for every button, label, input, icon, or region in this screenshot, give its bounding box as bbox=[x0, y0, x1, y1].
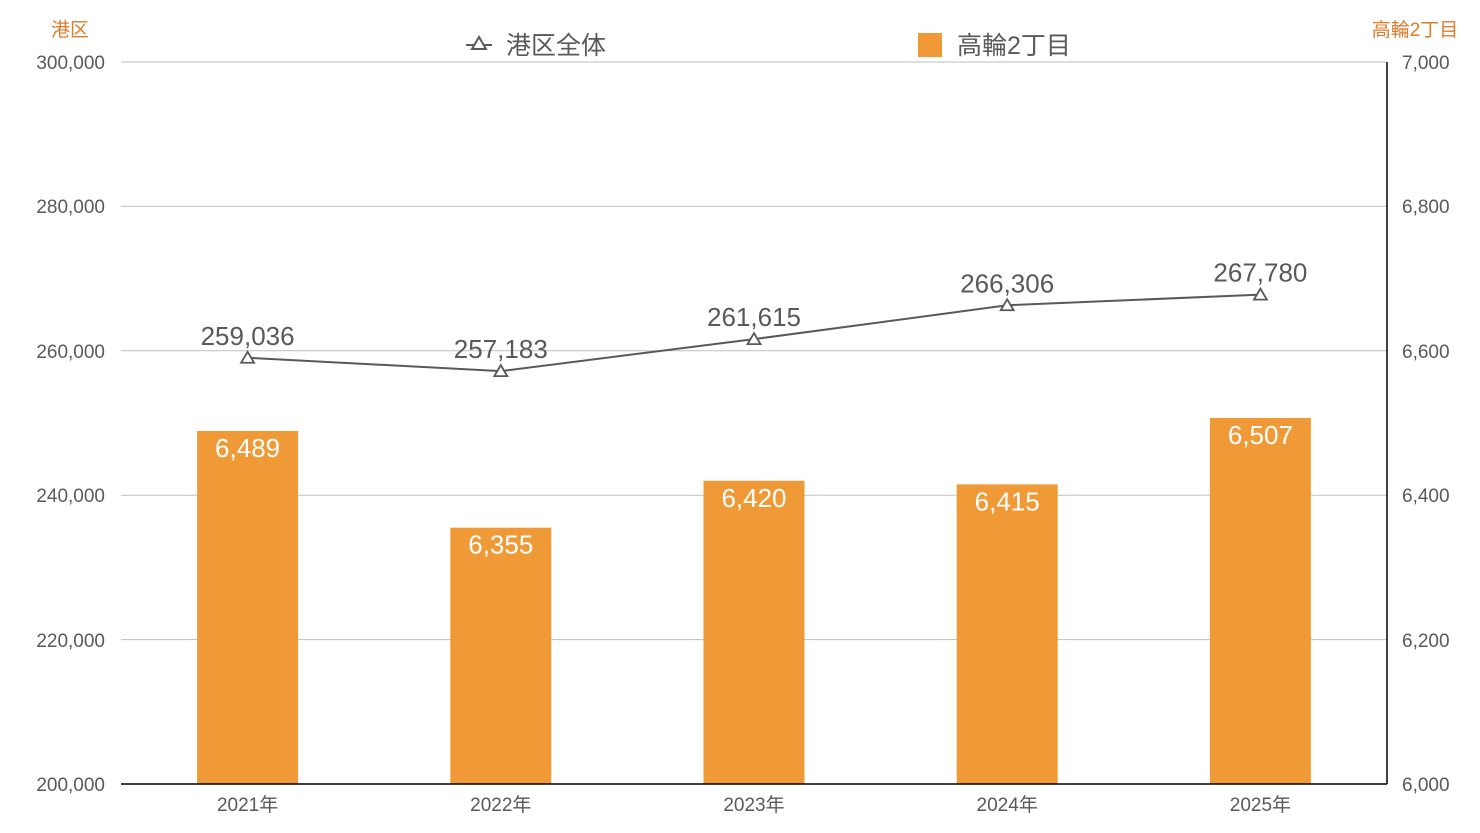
bar-value-label: 6,489 bbox=[215, 433, 280, 463]
bar[interactable] bbox=[450, 527, 552, 784]
triangle-marker-icon[interactable] bbox=[239, 349, 256, 364]
line-series: 259,036 257,183 261,615 266,306 267,780 bbox=[201, 258, 1307, 378]
right-tick: 7,000 bbox=[1402, 53, 1450, 74]
bar-value-label: 6,355 bbox=[468, 530, 533, 560]
bar-value-label: 6,415 bbox=[975, 486, 1040, 516]
legend-label-line: 港区全体 bbox=[506, 32, 606, 60]
x-tick-label: 2024年 bbox=[977, 794, 1038, 816]
left-tick: 260,000 bbox=[36, 342, 105, 363]
triangle-marker-icon[interactable] bbox=[1252, 286, 1269, 301]
x-tick-label: 2021年 bbox=[217, 794, 278, 816]
left-axis-title: 港区 bbox=[51, 19, 89, 41]
x-tick-label: 2022年 bbox=[470, 794, 531, 816]
bar[interactable] bbox=[1209, 417, 1311, 784]
line-value-label: 266,306 bbox=[960, 268, 1054, 298]
right-tick: 6,400 bbox=[1402, 486, 1450, 507]
right-axis-ticks: 7,000 6,800 6,600 6,400 6,200 6,000 bbox=[1402, 53, 1450, 796]
left-tick: 220,000 bbox=[36, 631, 105, 652]
right-tick: 6,000 bbox=[1402, 775, 1450, 796]
square-swatch-icon bbox=[918, 33, 942, 57]
bar[interactable] bbox=[197, 430, 299, 784]
x-tick-label: 2025年 bbox=[1230, 794, 1291, 816]
line-value-label: 261,615 bbox=[707, 302, 801, 332]
right-tick: 6,800 bbox=[1402, 197, 1450, 218]
bar[interactable] bbox=[956, 484, 1058, 784]
right-axis-title: 高輪2丁目 bbox=[1372, 19, 1459, 41]
legend-item-line[interactable]: 港区全体 bbox=[466, 32, 606, 60]
triangle-marker-icon bbox=[470, 35, 488, 50]
triangle-marker-icon[interactable] bbox=[999, 297, 1016, 312]
bar-series: 6,489 6,355 6,420 6,415 6,507 bbox=[197, 417, 1311, 784]
triangle-marker-icon[interactable] bbox=[492, 363, 509, 378]
triangle-marker-icon[interactable] bbox=[745, 331, 763, 346]
legend: 港区全体 高輪2丁目 bbox=[466, 32, 1071, 60]
x-axis-ticks: 2021年 2022年 2023年 2024年 2025年 bbox=[217, 794, 1291, 816]
legend-item-bar[interactable]: 高輪2丁目 bbox=[918, 32, 1071, 60]
legend-label-bar: 高輪2丁目 bbox=[957, 32, 1071, 60]
left-tick: 240,000 bbox=[36, 486, 105, 507]
x-tick-label: 2023年 bbox=[723, 794, 784, 816]
right-tick: 6,200 bbox=[1402, 631, 1450, 652]
left-axis-ticks: 300,000 280,000 260,000 240,000 220,000 … bbox=[36, 53, 105, 796]
bar-value-label: 6,507 bbox=[1228, 420, 1293, 450]
line-value-label: 259,036 bbox=[201, 321, 295, 351]
line-value-label: 267,780 bbox=[1213, 258, 1307, 288]
left-tick: 300,000 bbox=[36, 53, 105, 74]
right-tick: 6,600 bbox=[1402, 342, 1450, 363]
line-value-label: 257,183 bbox=[454, 334, 548, 364]
bar-value-label: 6,420 bbox=[721, 483, 786, 513]
left-tick: 280,000 bbox=[36, 197, 105, 218]
bar[interactable] bbox=[703, 480, 805, 784]
left-tick: 200,000 bbox=[36, 775, 105, 796]
